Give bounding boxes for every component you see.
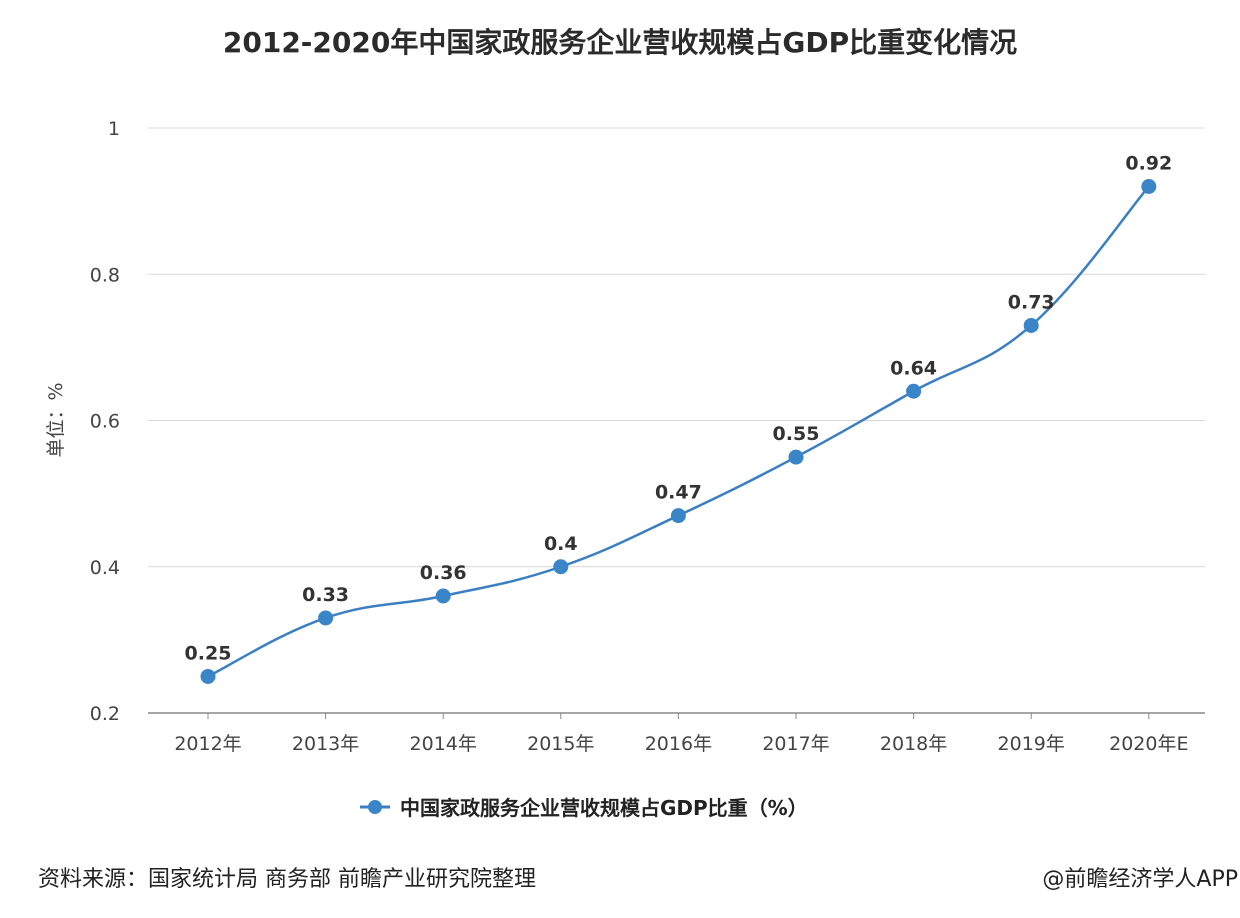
y-axis-title: 单位：% [45,382,67,457]
data-label: 0.47 [655,482,702,504]
grid-lines [148,127,1205,714]
x-tick-label: 2019年 [998,733,1065,755]
data-label: 0.33 [302,584,349,606]
x-tick-label: 2016年 [645,733,712,755]
data-point [670,508,686,524]
y-tick-label: 0.2 [90,703,120,725]
x-tick-label: 2015年 [527,733,594,755]
data-label: 0.4 [544,533,578,555]
data-label: 0.25 [185,642,232,664]
legend-marker [368,800,382,814]
y-tick-label: 0.6 [90,411,120,433]
footer-credit: @前瞻经济学人APP [1042,867,1238,892]
y-tick-label: 1 [108,118,120,140]
chart-title: 2012-2020年中国家政服务企业营收规模占GDP比重变化情况 [223,26,1017,59]
legend: 中国家政服务企业营收规模占GDP比重（%） [360,796,808,820]
x-tick-label: 2017年 [762,733,829,755]
data-labels: 0.25 0.33 0.36 0.4 0.47 0.55 0.64 0.73 0.92 [185,153,1173,665]
x-tick-label: 2013年 [292,733,359,755]
x-tick-label: 2020年E [1109,733,1188,755]
footer-source: 资料来源：国家统计局 商务部 前瞻产业研究院整理 [38,867,536,892]
series-line [207,185,1150,678]
data-point [435,588,451,604]
legend-label: 中国家政服务企业营收规模占GDP比重（%） [400,796,808,820]
data-point [1023,317,1039,333]
y-tick-label: 0.8 [90,264,120,286]
data-point [788,449,804,465]
data-point [200,668,216,684]
data-markers [200,179,1157,684]
x-axis-ticks: 2012年 2013年 2014年 2015年 2016年 2017年 2018年 2019年… [174,713,1188,755]
data-label: 0.92 [1125,153,1172,175]
y-tick-label: 0.4 [90,557,120,579]
data-label: 0.64 [890,357,937,379]
data-label: 0.36 [420,562,467,584]
data-point [318,610,334,626]
data-point [906,383,922,399]
data-label: 0.73 [1008,291,1055,313]
data-point [1141,179,1157,194]
data-label: 0.55 [773,423,820,445]
data-point [553,559,569,575]
x-tick-label: 2014年 [410,733,477,755]
y-axis-ticks: 0.2 0.4 0.6 0.8 1 [90,118,120,725]
x-tick-label: 2018年 [880,733,947,755]
x-tick-label: 2012年 [174,733,241,755]
